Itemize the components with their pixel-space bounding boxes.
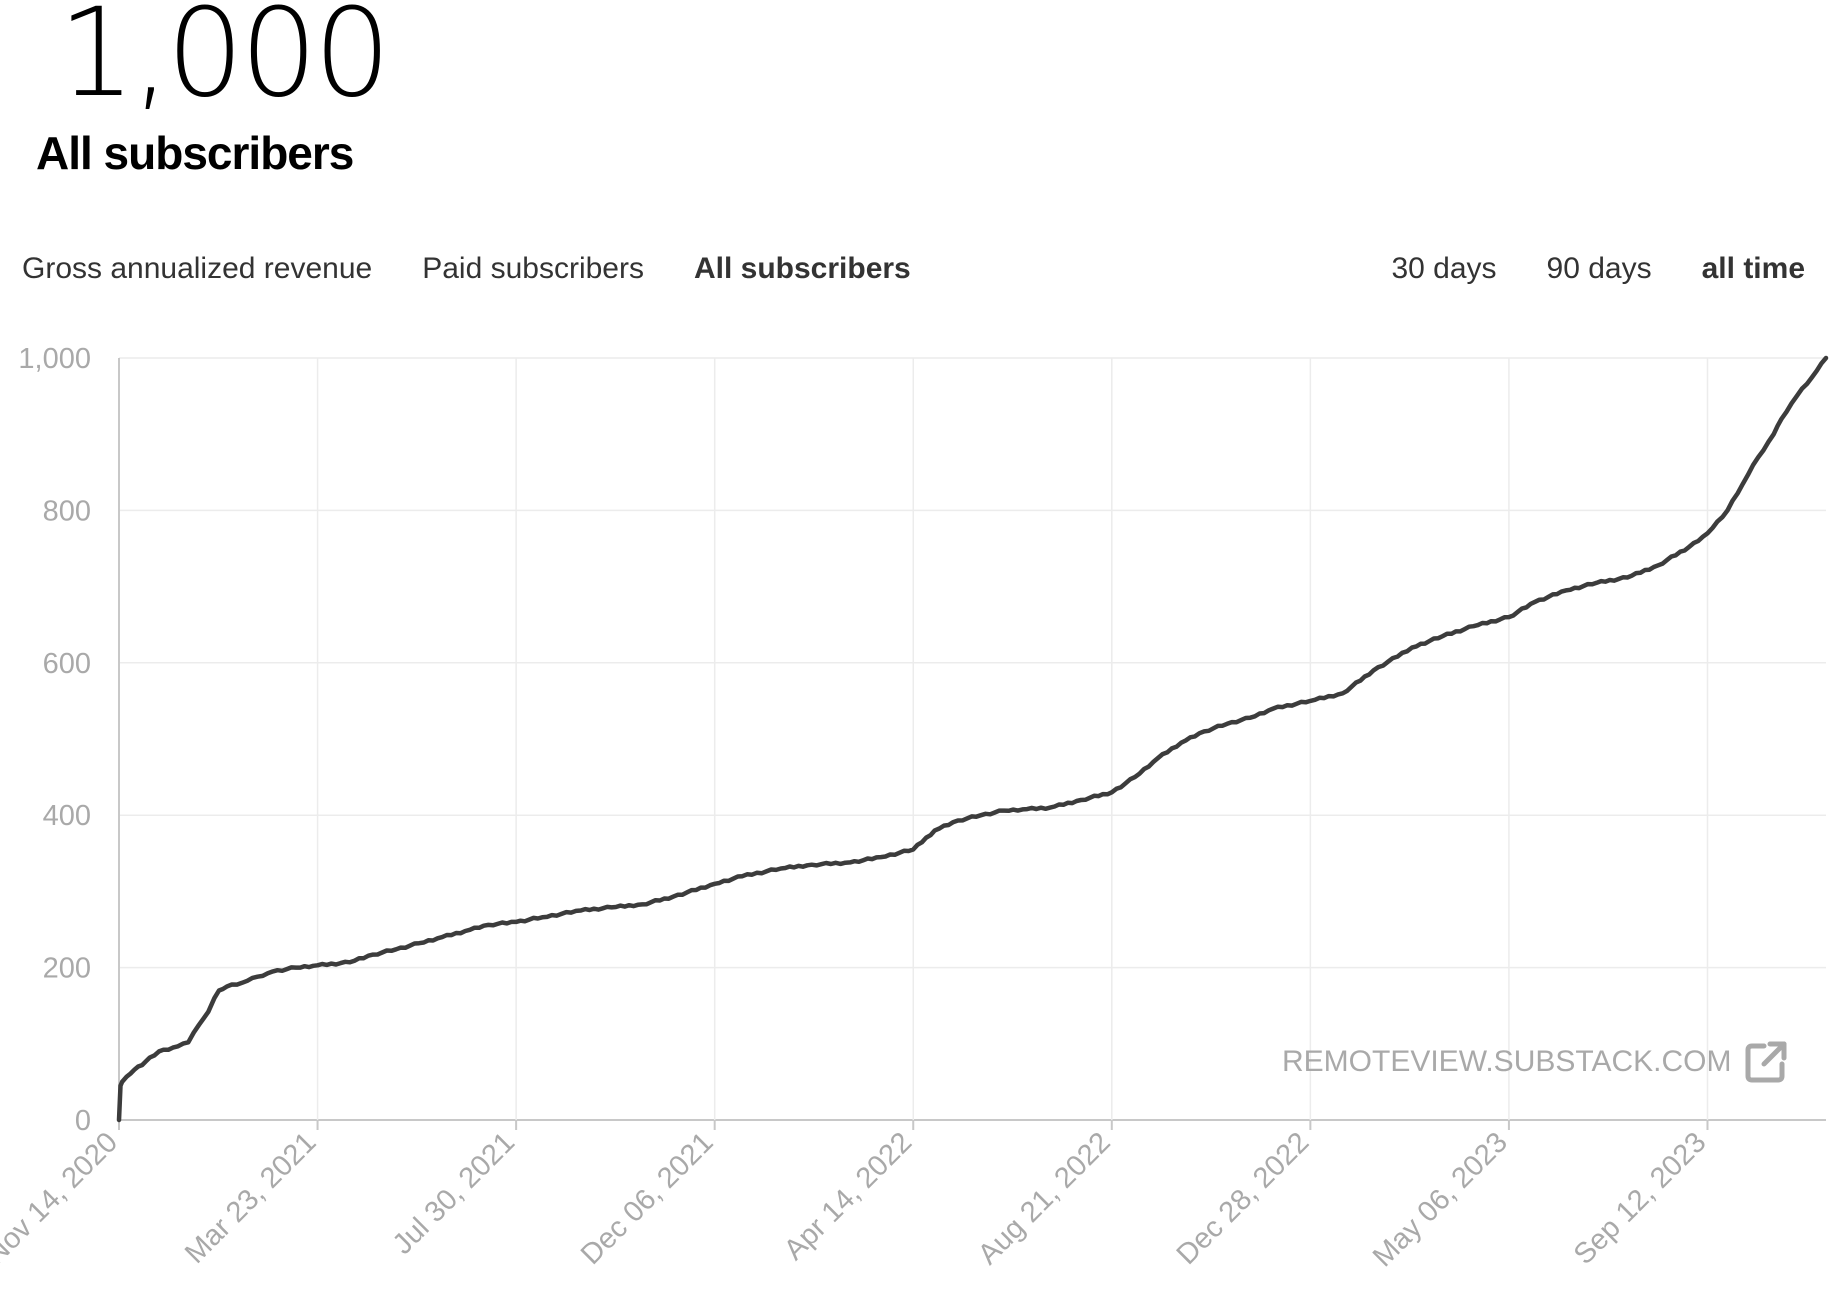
publication-link-text: REMOTEVIEW.SUBSTACK.COM	[1282, 1045, 1732, 1078]
external-link-icon	[1745, 1041, 1786, 1083]
y-tick-label: 200	[43, 953, 91, 985]
x-tick-label: Apr 14, 2022	[778, 1126, 918, 1266]
tab-30-days[interactable]: 30 days	[1391, 252, 1497, 285]
tab-all-time[interactable]: all time	[1701, 252, 1805, 285]
y-tick-label: 1,000	[18, 343, 91, 375]
metric-value: 1,000	[58, 0, 391, 124]
metric-title: All subscribers	[36, 127, 354, 179]
x-tick-label: Nov 14, 2020	[0, 1126, 124, 1271]
y-tick-label: 600	[43, 648, 91, 680]
y-tick-label: 400	[43, 800, 91, 832]
y-tick-label: 800	[43, 495, 91, 527]
x-tick-label: Sep 12, 2023	[1568, 1126, 1713, 1271]
range-tabs: 30 days 90 days all time	[1341, 252, 1805, 286]
tab-gross-annualized-revenue[interactable]: Gross annualized revenue	[22, 252, 373, 285]
y-tick-label: 0	[75, 1105, 91, 1137]
metric-tabs: Gross annualized revenue Paid subscriber…	[22, 252, 961, 286]
publication-link[interactable]: REMOTEVIEW.SUBSTACK.COM	[1282, 1040, 1788, 1084]
x-tick-label: Dec 06, 2021	[575, 1126, 720, 1271]
tab-paid-subscribers[interactable]: Paid subscribers	[422, 252, 644, 285]
x-tick-label: Dec 28, 2022	[1171, 1126, 1316, 1271]
x-tick-label: May 06, 2023	[1367, 1126, 1514, 1273]
x-tick-label: Jul 30, 2021	[387, 1126, 521, 1260]
x-tick-label: Mar 23, 2021	[179, 1126, 322, 1269]
series-line-all-subscribers	[116, 355, 1829, 1123]
tab-all-subscribers[interactable]: All subscribers	[693, 252, 911, 285]
x-tick-label: Aug 21, 2022	[972, 1126, 1117, 1271]
tab-90-days[interactable]: 90 days	[1546, 252, 1652, 285]
